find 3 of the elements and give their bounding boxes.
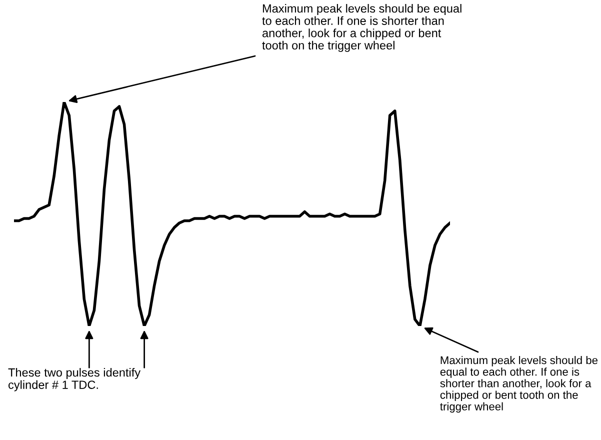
text: Maximum peak levels should be equal to each other. If one is shorter than another, look for a chipped or bent tooth on the trigger wheel <box>262 4 462 52</box>
text: These two pulses identify cylinder # 1 TDC. <box>8 368 141 392</box>
text: Maximum peak levels should be equal to each other. If one is shorter than another, look for a chipped or bent tooth on the trigger wheel <box>440 356 598 413</box>
